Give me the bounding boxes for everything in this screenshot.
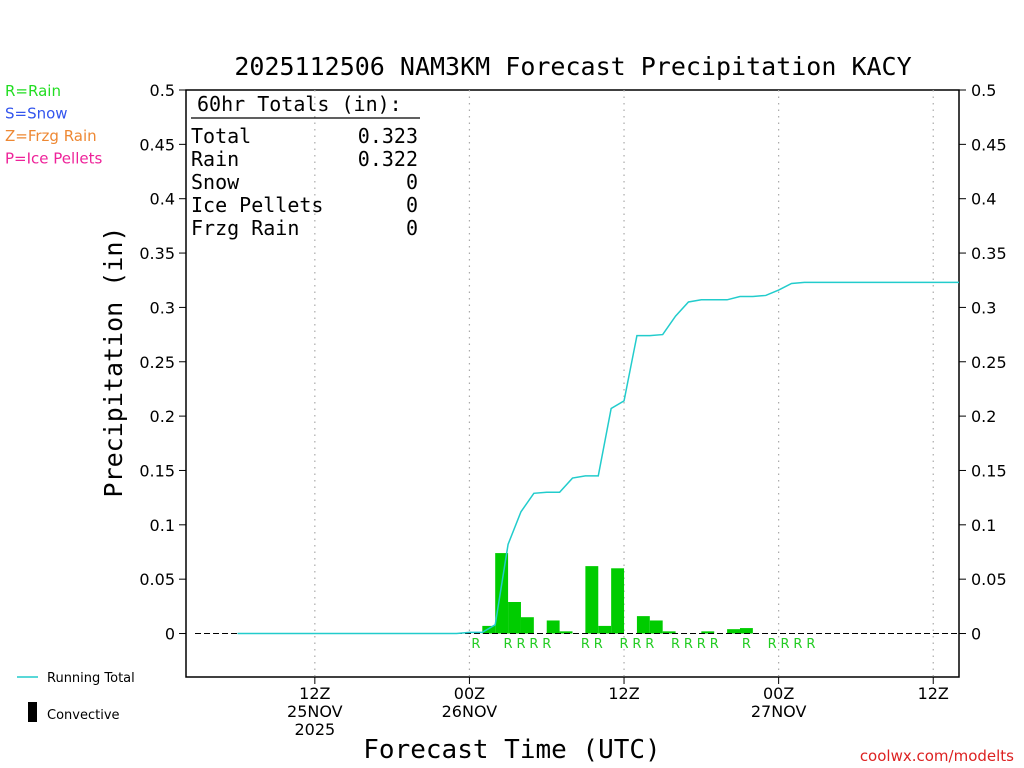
precip-bar: [739, 628, 753, 634]
ptype-label: R: [671, 637, 680, 652]
x-tick-label: 00Z: [454, 684, 485, 703]
convective-legend-label: Convective: [47, 708, 120, 723]
y-tick-label-right: 0: [971, 625, 981, 644]
plot-frame: [185, 89, 960, 678]
ptype-label: R: [697, 637, 706, 652]
running-total-line: [237, 281, 959, 635]
credit-text: coolwx.com/modelts: [860, 747, 1014, 765]
ptype-label: R: [504, 637, 513, 652]
totals-row-value: 0.322: [358, 147, 418, 171]
y-tick-label: 0: [165, 625, 175, 644]
x-tick-label: 27NOV: [751, 702, 807, 721]
totals-row-label: Rain: [191, 147, 239, 171]
totals-header: 60hr Totals (in):: [197, 92, 402, 116]
precip-bar: [508, 601, 521, 634]
y-axis-left: 0 0.05 0.1 0.15 0.2 0.25 0.3 0.35 0.4 0.45 0.5: [139, 81, 186, 644]
x-tick-label: 12Z: [608, 684, 639, 703]
y-tick-label-right: 0.15: [971, 461, 1007, 480]
precip-bar: [598, 625, 612, 634]
bars: [482, 553, 753, 634]
series-legend: Running Total Convective: [17, 671, 135, 723]
ptype-label: R: [529, 637, 538, 652]
ptype-label: R: [806, 637, 815, 652]
precip-bar: [636, 616, 650, 634]
y-tick-label: 0.2: [150, 407, 175, 426]
x-tick-label: 00Z: [763, 684, 794, 703]
precip-bar: [546, 620, 560, 634]
chart-title: 2025112506 NAM3KM Forecast Precipitation…: [234, 52, 911, 81]
totals-row-label: Snow: [191, 170, 240, 194]
totals-row-value: 0: [406, 193, 418, 217]
ptype-label: R: [594, 637, 603, 652]
totals-row-label: Frzg Rain: [191, 216, 299, 240]
ptype-label: R: [516, 637, 525, 652]
ptype-label: R: [768, 637, 777, 652]
precip-bar: [727, 629, 740, 634]
running-total-legend-label: Running Total: [47, 671, 135, 686]
ptype-label: R: [684, 637, 693, 652]
y-tick-label: 0.15: [139, 461, 175, 480]
y-tick-label-right: 0.1: [971, 516, 996, 535]
y-tick-label: 0.35: [139, 244, 175, 263]
y-tick-label-right: 0.5: [971, 81, 996, 100]
y-axis-right: 0 0.05 0.1 0.15 0.2 0.25 0.3 0.35 0.4 0.45 0.5: [959, 81, 1007, 644]
y-tick-label-right: 0.2: [971, 407, 996, 426]
y-tick-label: 0.25: [139, 353, 175, 372]
x-grid: [314, 90, 934, 684]
y-tick-label-right: 0.4: [971, 190, 996, 209]
ptype-legend-entry: Z=Frzg Rain: [5, 127, 97, 145]
y-tick-label: 0.5: [150, 81, 175, 100]
precip-bar: [585, 566, 599, 634]
precip-bar: [482, 625, 496, 634]
totals-row-label: Total: [191, 124, 251, 148]
ptype-label: R: [471, 637, 480, 652]
y-tick-label-right: 0.05: [971, 570, 1007, 589]
y-tick-label: 0.1: [150, 516, 175, 535]
precip-bar: [701, 631, 715, 634]
precip-bar: [611, 568, 625, 634]
totals-row-value: 0.323: [358, 124, 418, 148]
y-tick-label-right: 0.45: [971, 135, 1007, 154]
y-tick-label: 0.4: [150, 190, 175, 209]
ptype-label: R: [581, 637, 590, 652]
ptype-label: R: [710, 637, 719, 652]
convective-legend-swatch: [28, 702, 37, 722]
ptype-label: R: [793, 637, 802, 652]
y-tick-label-right: 0.35: [971, 244, 1007, 263]
totals-row-value: 0: [406, 170, 418, 194]
y-axis-label: Precipitation (in): [99, 227, 128, 498]
ptype-legend-entry: P=Ice Pellets: [5, 150, 102, 168]
y-tick-label: 0.45: [139, 135, 175, 154]
precip-bar: [662, 631, 676, 634]
ptype-label: R: [645, 637, 654, 652]
y-tick-label: 0.3: [150, 298, 175, 317]
x-axis-label: Forecast Time (UTC): [363, 735, 660, 765]
precip-bar: [559, 631, 573, 634]
y-tick-label-right: 0.3: [971, 298, 996, 317]
x-tick-label: 25NOV: [287, 702, 343, 721]
totals-box: 60hr Totals (in): Total 0.323 Rain 0.322 Sno…: [191, 92, 420, 240]
ptype-label: R: [781, 637, 790, 652]
ptype-label: R: [632, 637, 641, 652]
y-tick-label: 0.05: [139, 570, 175, 589]
ptype-label: R: [742, 637, 751, 652]
precip-bar: [649, 620, 663, 634]
x-tick-label: 2025: [294, 720, 335, 739]
ptype-label: R: [542, 637, 551, 652]
precip-bar: [520, 617, 534, 634]
y-tick-label-right: 0.25: [971, 353, 1007, 372]
ptype-legend: R=Rain S=Snow Z=Frzg Rain P=Ice Pellets: [5, 82, 102, 168]
precip-bar: [495, 553, 509, 634]
x-tick-label: 26NOV: [442, 702, 498, 721]
totals-row-value: 0: [406, 216, 418, 240]
ptype-legend-entry: S=Snow: [5, 105, 68, 123]
ptype-legend-entry: R=Rain: [5, 82, 61, 100]
x-tick-label: 12Z: [918, 684, 949, 703]
ptype-label: R: [620, 637, 629, 652]
totals-row-label: Ice Pellets: [191, 193, 323, 217]
x-tick-label: 12Z: [299, 684, 330, 703]
